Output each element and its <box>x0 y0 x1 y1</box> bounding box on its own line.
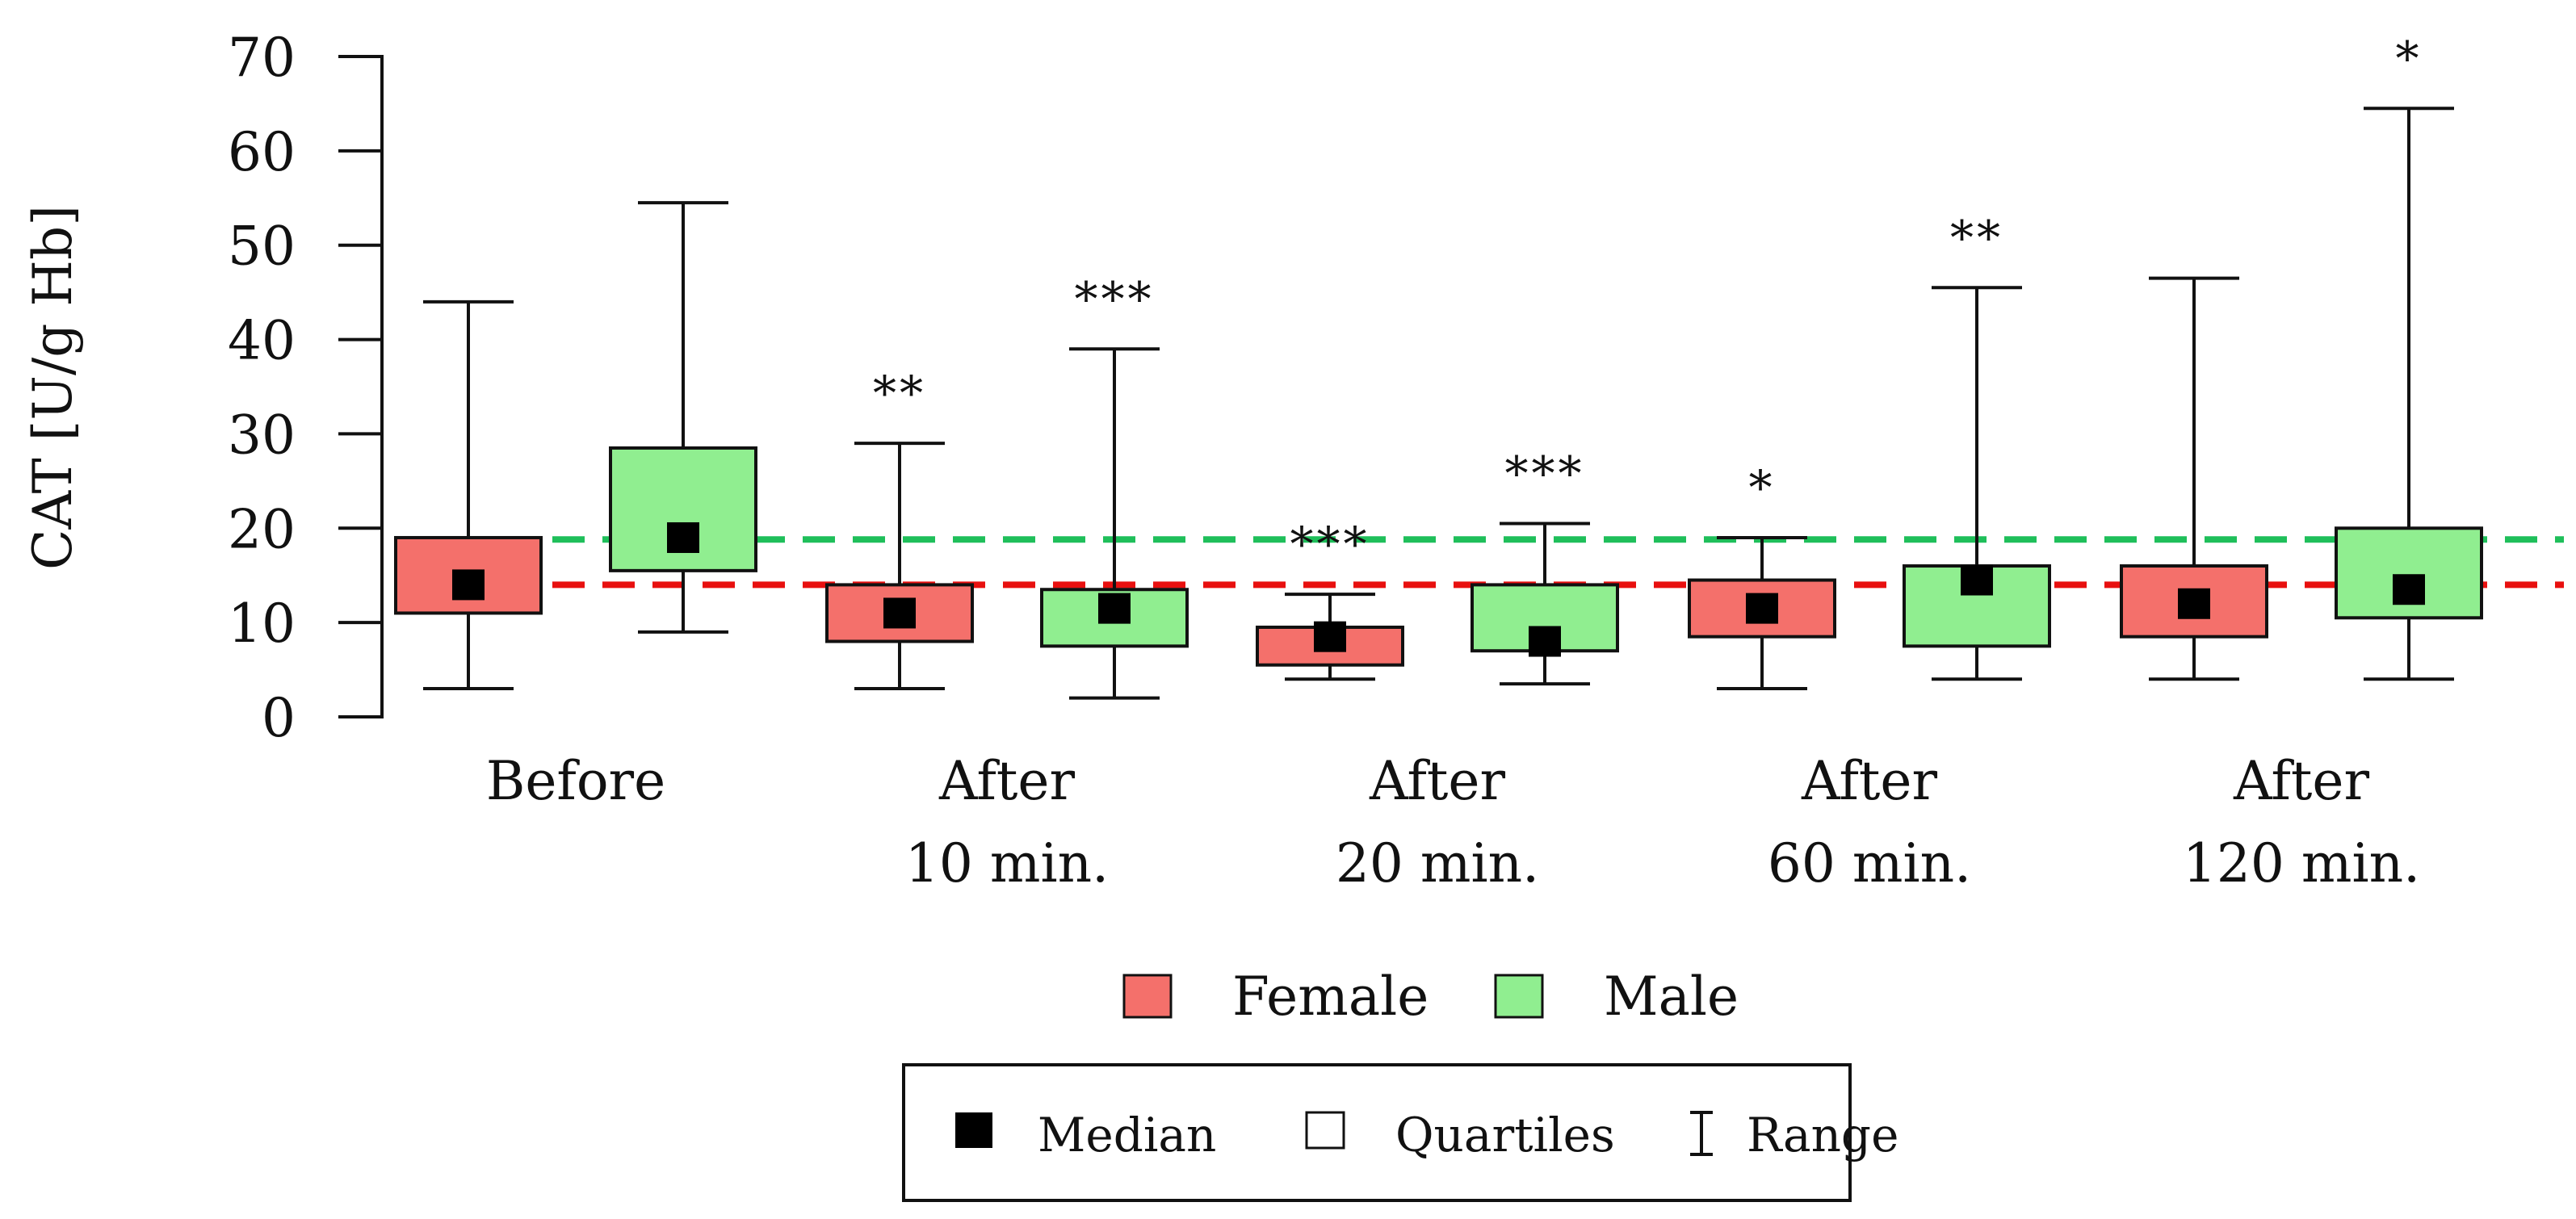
box-female-0 <box>394 300 543 690</box>
significance-labels: *************** <box>873 31 2423 572</box>
box-male-2 <box>1471 522 1619 686</box>
median-marker <box>2393 574 2425 605</box>
significance-label: *** <box>1505 446 1585 501</box>
y-tick-label: 10 <box>228 593 296 655</box>
median-marker <box>1746 593 1778 624</box>
legend-swatch-female <box>1122 974 1173 1019</box>
significance-label: ** <box>1950 210 2003 265</box>
median-marker <box>883 597 916 629</box>
x-tick-label: Before <box>486 750 665 812</box>
legend-label-male: Male <box>1604 966 1739 1028</box>
median-marker <box>667 522 699 553</box>
y-tick-label: 0 <box>262 687 296 749</box>
legend-label-female: Female <box>1232 966 1429 1028</box>
x-tick-label: After <box>1801 750 1938 812</box>
y-tick-label: 20 <box>228 498 296 560</box>
x-tick-label-line2: 20 min. <box>1336 832 1539 894</box>
median-marker <box>1529 626 1561 657</box>
key-label-quartiles: Quartiles <box>1395 1108 1615 1162</box>
box-male-3 <box>1903 286 2051 681</box>
key-label-range: Range <box>1747 1108 1898 1162</box>
quartile-box <box>609 446 757 572</box>
x-tick-label: After <box>2233 750 2370 812</box>
y-axis: 0 10 20 30 40 50 60 70 <box>228 27 384 749</box>
x-tick-label: After <box>938 750 1076 812</box>
x-tick-label-line2: 10 min. <box>905 832 1109 894</box>
y-tick-label: 40 <box>228 310 296 372</box>
significance-label: *** <box>1075 271 1155 326</box>
legend: Female Male <box>1122 966 1739 1028</box>
significance-label: * <box>1749 460 1776 515</box>
range-symbol-icon <box>1690 1111 1713 1156</box>
y-axis-label: CAT [U/g Hb] <box>22 205 84 570</box>
legend-swatch-male <box>1494 974 1544 1019</box>
y-tick-label: 30 <box>228 404 296 466</box>
key-frame <box>902 1063 1852 1202</box>
box-male-4 <box>2335 107 2483 681</box>
box-female-2 <box>1256 593 1404 681</box>
median-marker <box>452 569 485 601</box>
box-plots <box>394 107 2483 700</box>
significance-label: ** <box>873 366 926 421</box>
symbol-key: Median Quartiles Range <box>902 1063 1898 1202</box>
median-marker <box>1314 621 1346 652</box>
median-symbol-icon <box>955 1112 992 1148</box>
x-axis-labels: Before After 10 min. After 20 min. After 60 mi… <box>486 750 2420 894</box>
quartiles-symbol-icon <box>1305 1111 1345 1150</box>
x-tick-label: After <box>1369 750 1506 812</box>
box-male-0 <box>609 201 757 634</box>
median-marker <box>1098 593 1131 624</box>
y-tick-label: 60 <box>228 121 296 183</box>
x-tick-label-line2: 120 min. <box>2183 832 2420 894</box>
key-label-median: Median <box>1038 1108 1216 1162</box>
y-tick-label: 70 <box>228 27 296 89</box>
box-female-1 <box>825 442 974 690</box>
significance-label: * <box>2396 31 2423 86</box>
significance-label: *** <box>1290 517 1370 572</box>
box-male-1 <box>1040 347 1189 700</box>
box-female-4 <box>2120 276 2268 681</box>
box-female-3 <box>1688 535 1836 690</box>
y-tick-label: 50 <box>228 216 296 278</box>
x-tick-label-line2: 60 min. <box>1768 832 1971 894</box>
median-marker <box>2178 588 2210 619</box>
median-marker <box>1961 564 1993 596</box>
